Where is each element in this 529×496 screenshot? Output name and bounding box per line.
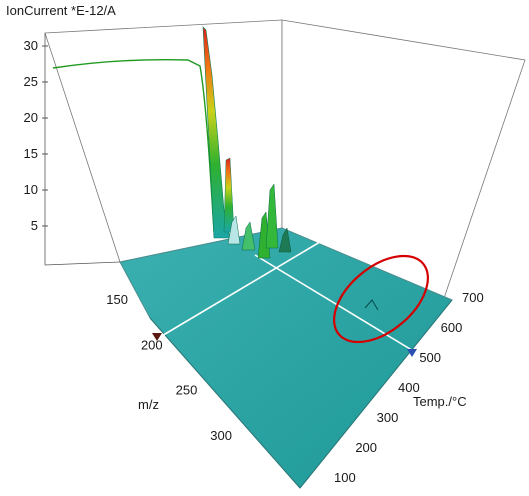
mz-tick-label: 200 — [141, 337, 163, 352]
floor-front-left-edge — [149, 317, 301, 489]
mz-axis-title: m/z — [138, 397, 159, 412]
temp-tick-label: 500 — [419, 350, 441, 365]
back-walls — [44, 19, 526, 311]
temp-tick-label: 300 — [377, 410, 399, 425]
plateau-trace — [52, 58, 215, 233]
main-peak — [202, 26, 231, 239]
floor-left-edge — [44, 261, 121, 266]
z-tick-label: 15 — [24, 146, 38, 161]
mz-tick-label: 250 — [176, 383, 198, 398]
temp-axis-title: Temp./°C — [413, 394, 467, 409]
cursor-lines — [159, 235, 416, 353]
peak-7 — [278, 227, 292, 253]
z-tick-label: 5 — [31, 218, 38, 233]
mz-tick-label: 150 — [106, 292, 128, 307]
y-axis-title: IonCurrent *E-12/A — [6, 3, 116, 18]
peak-4 — [265, 183, 279, 249]
floor-front-right-edge — [299, 299, 453, 489]
peak-5 — [241, 221, 256, 251]
mz-marker — [152, 333, 162, 341]
temp-tick-label: 700 — [462, 290, 484, 305]
temp-marker — [407, 349, 417, 357]
mz-tick-label: 300 — [210, 428, 232, 443]
temp-tick-label: 400 — [398, 380, 420, 395]
z-tick-label: 10 — [24, 182, 38, 197]
temp-cursor-line — [254, 254, 416, 353]
highlight-ellipse — [333, 254, 429, 344]
temp-tick-label: 100 — [334, 470, 356, 485]
z-tick-label: 20 — [24, 110, 38, 125]
peak-6 — [227, 215, 241, 245]
mz-tick-labels: 150 200 250 300 — [106, 292, 232, 443]
z-tick-labels: 5 10 15 20 25 30 — [24, 38, 48, 233]
temp-tick-label: 600 — [441, 320, 463, 335]
temp-tick-label: 200 — [355, 440, 377, 455]
small-feature — [364, 299, 379, 311]
mz-cursor-line — [159, 235, 331, 338]
z-tick-label: 30 — [24, 38, 38, 53]
left-back-wall — [44, 19, 283, 263]
z-tick-label: 25 — [24, 74, 38, 89]
